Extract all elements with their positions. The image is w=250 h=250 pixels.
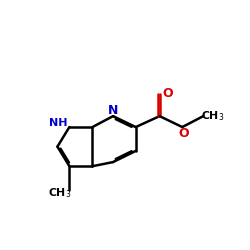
Text: N: N (108, 104, 118, 117)
Text: O: O (162, 86, 173, 100)
Text: NH: NH (50, 118, 68, 128)
Text: O: O (178, 127, 188, 140)
Text: CH$_3$: CH$_3$ (48, 186, 71, 200)
Text: CH$_3$: CH$_3$ (202, 109, 225, 123)
